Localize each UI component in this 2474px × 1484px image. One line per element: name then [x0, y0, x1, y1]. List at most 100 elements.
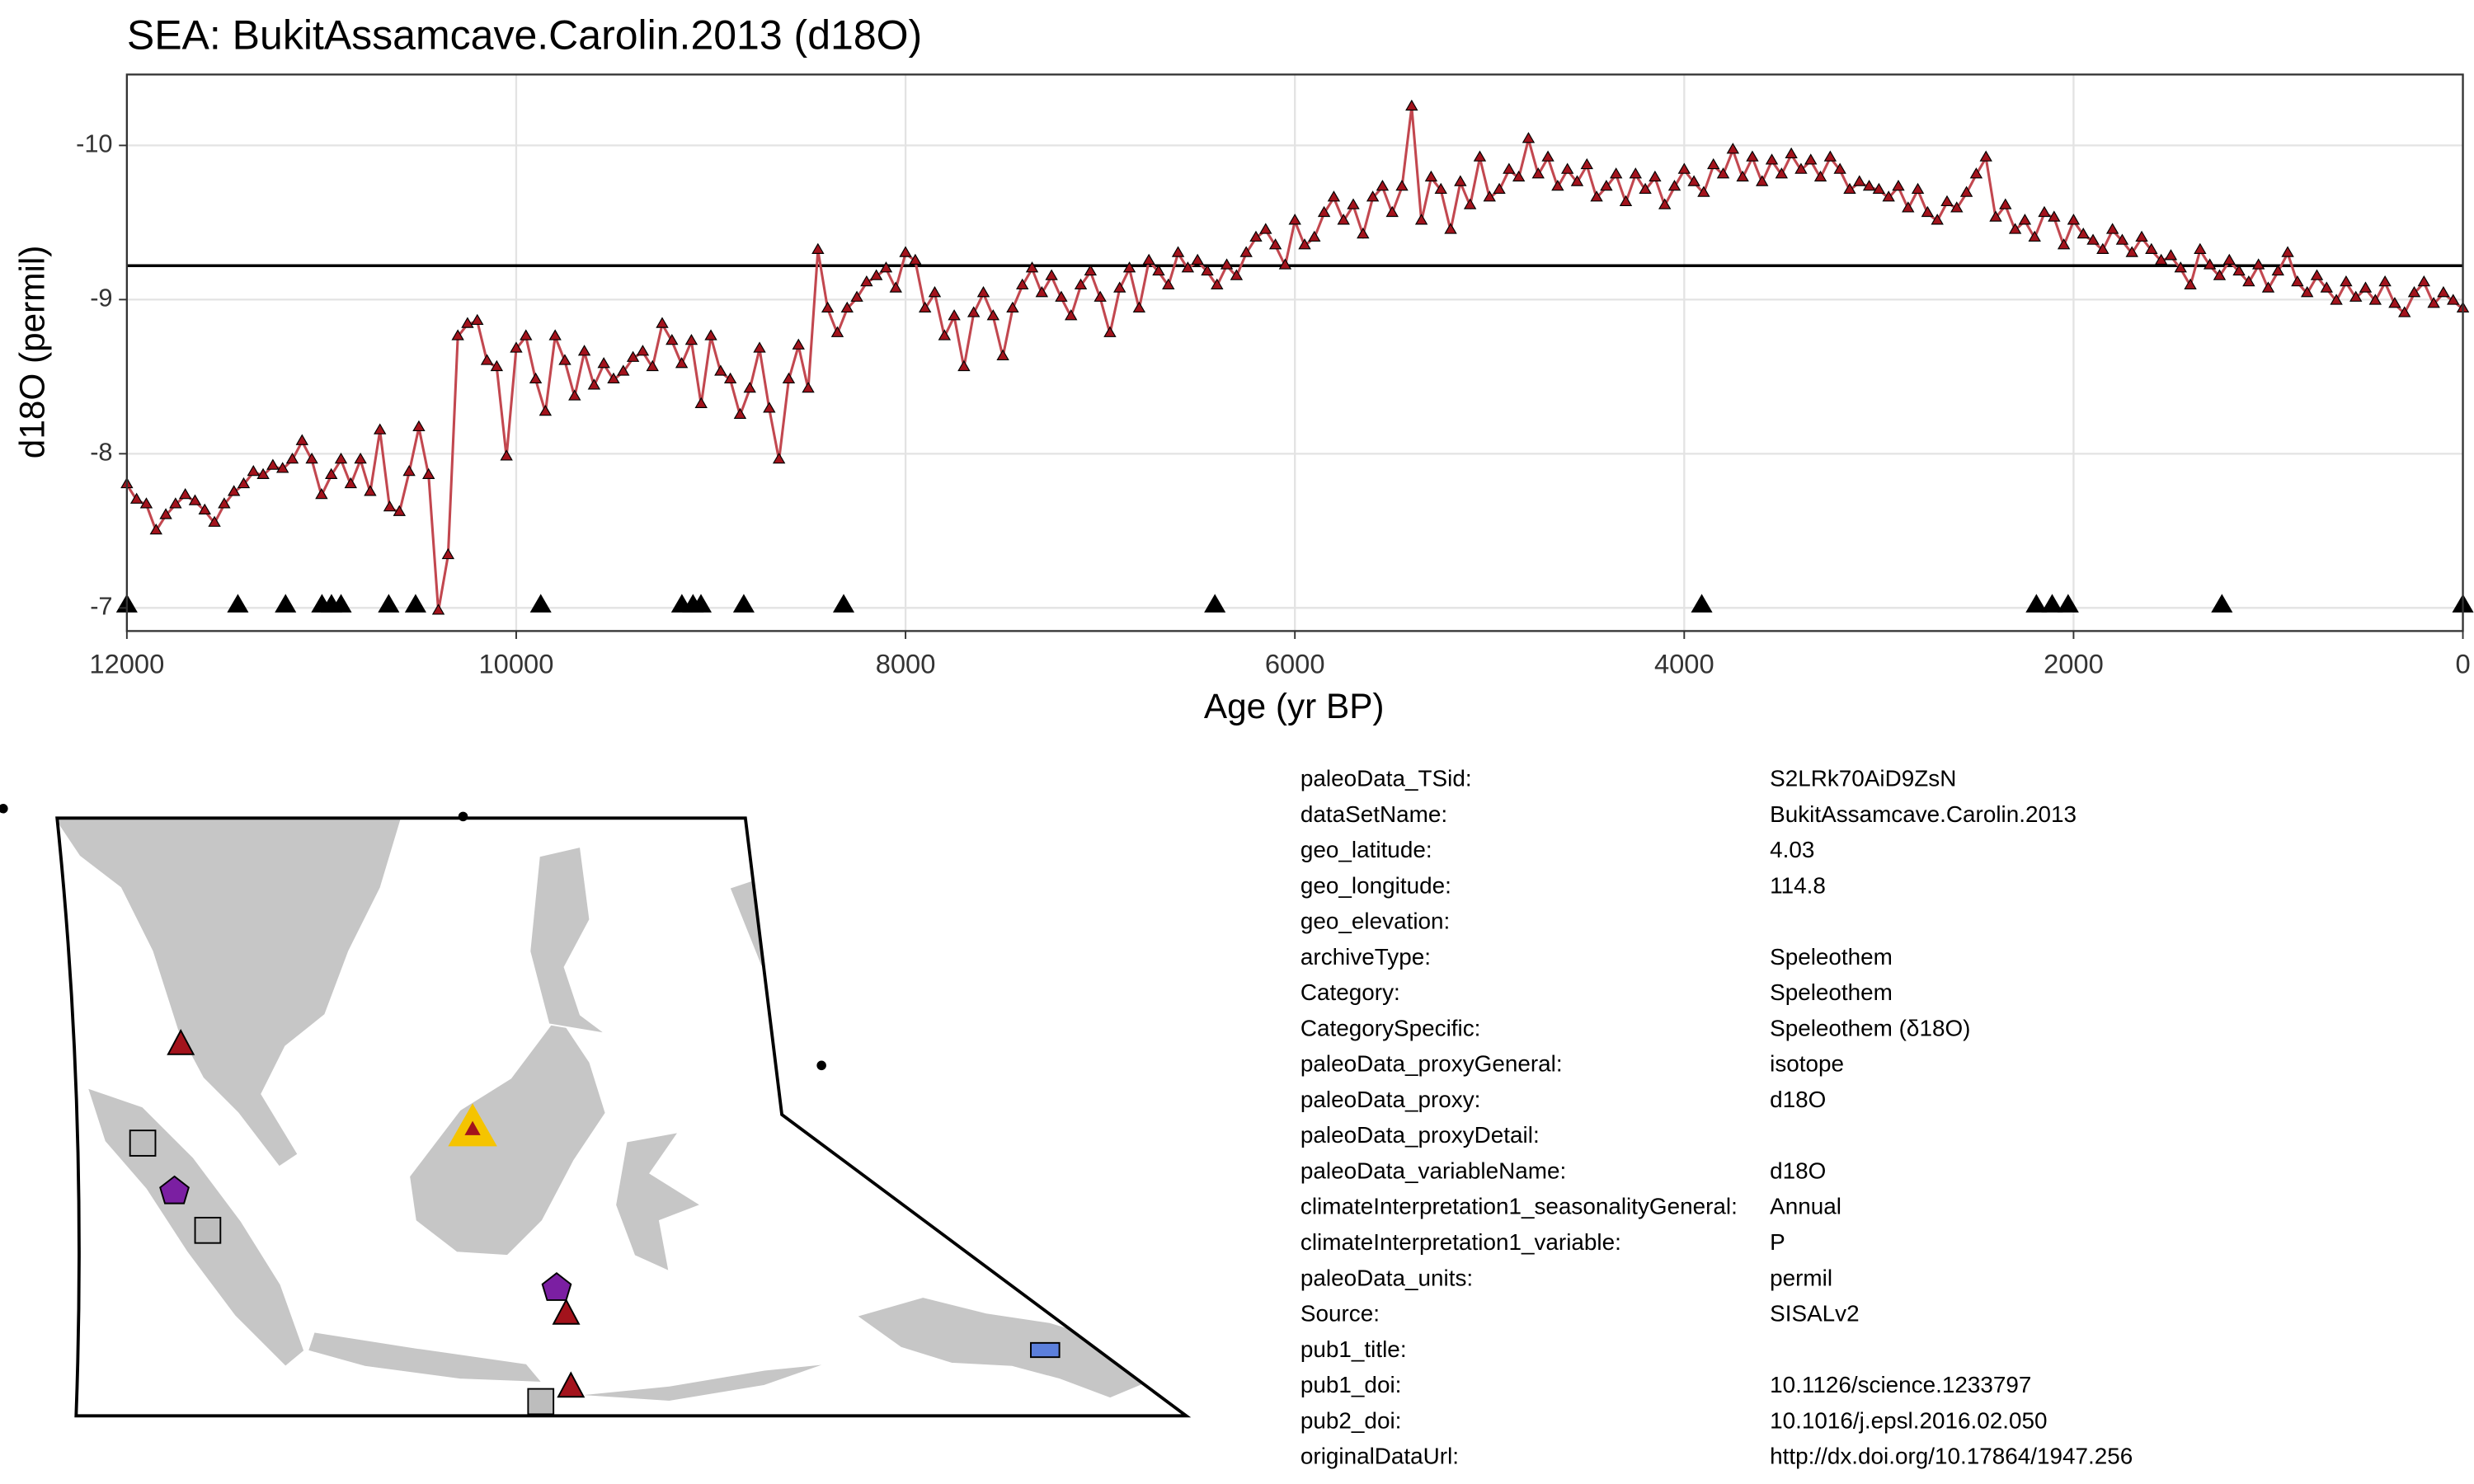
metadata-value: SISALv2	[1770, 1301, 1859, 1327]
data-point	[422, 467, 435, 479]
data-point	[2232, 264, 2246, 276]
data-point	[2388, 297, 2401, 308]
data-point	[1493, 182, 1506, 195]
data-point	[704, 329, 717, 340]
chronology-point	[378, 594, 400, 613]
data-point	[1084, 264, 1098, 276]
x-axis-label: Age (yr BP)	[1204, 687, 1385, 726]
metadata-value: P	[1770, 1229, 1785, 1255]
data-point	[2008, 223, 2022, 234]
data-point	[2300, 286, 2314, 298]
data-point	[364, 485, 377, 496]
data-point	[928, 286, 942, 298]
data-point	[325, 467, 338, 479]
data-point	[1094, 290, 1107, 302]
data-point	[899, 246, 912, 257]
data-point	[1483, 190, 1496, 202]
data-point	[1181, 261, 1195, 273]
data-point	[889, 281, 902, 293]
metadata-value: BukitAssamcave.Carolin.2013	[1770, 801, 2077, 827]
metadata-key: pub1_doi:	[1300, 1372, 1401, 1397]
data-point	[1677, 162, 1691, 174]
data-point	[2145, 242, 2158, 254]
data-point	[2398, 306, 2411, 317]
data-point	[1707, 157, 1720, 170]
data-point	[2261, 281, 2275, 293]
data-point	[1765, 153, 1779, 165]
metadata-key: paleoData_proxyDetail:	[1300, 1122, 1540, 1148]
data-point	[1940, 195, 1954, 207]
data-point	[227, 485, 241, 496]
chronology-point	[404, 594, 426, 613]
data-point	[490, 359, 504, 372]
data-point	[587, 378, 601, 390]
data-point	[1600, 180, 1613, 191]
data-point	[1785, 147, 1798, 159]
data-point	[1434, 182, 1447, 195]
data-point	[2242, 275, 2255, 287]
data-point	[2349, 290, 2363, 302]
data-point	[1230, 269, 1244, 280]
data-point	[714, 364, 727, 376]
data-point	[1122, 261, 1136, 273]
data-point	[247, 464, 260, 477]
data-point	[2417, 275, 2431, 287]
data-point	[656, 317, 669, 328]
data-point	[2203, 258, 2217, 270]
data-point	[178, 487, 192, 500]
data-point	[957, 359, 971, 372]
data-point	[2447, 294, 2460, 305]
data-point	[1317, 205, 1331, 218]
data-point	[802, 381, 815, 393]
data-point	[1288, 214, 1301, 225]
metadata-value: Speleothem	[1770, 944, 1893, 970]
chronology-point	[2211, 594, 2233, 613]
data-point	[1103, 326, 1117, 337]
x-tick-label: 4000	[1654, 648, 1714, 679]
data-point	[938, 329, 951, 340]
metadata-table: paleoData_TSid: S2LRk70AiD9ZsN dataSetName…	[1300, 766, 2133, 1469]
data-point	[1649, 170, 1662, 182]
data-point	[1716, 167, 1730, 179]
data-point	[451, 329, 464, 340]
data-point	[1385, 205, 1399, 218]
data-point	[2174, 261, 2187, 273]
data-point	[412, 420, 426, 431]
data-point	[1278, 258, 1292, 270]
data-point	[2184, 278, 2197, 289]
data-point	[1570, 175, 1584, 186]
data-point	[2067, 214, 2081, 225]
data-point	[2222, 253, 2236, 265]
chronology-point	[732, 594, 755, 613]
data-point	[967, 306, 981, 317]
chart-title: SEA: BukitAssamcave.Carolin.2013 (d18O)	[127, 12, 922, 58]
data-point	[1522, 132, 1536, 143]
metadata-value: 114.8	[1770, 872, 1826, 898]
data-point	[743, 381, 756, 393]
metadata-key: paleoData_proxy:	[1300, 1087, 1481, 1112]
data-point	[1931, 214, 1944, 225]
data-point	[1794, 162, 1808, 174]
data-point	[684, 334, 698, 345]
chronology-point	[529, 594, 552, 613]
data-point	[1892, 180, 1905, 191]
data-point	[1551, 180, 1564, 191]
data-point	[577, 345, 591, 356]
data-point	[2038, 205, 2051, 218]
data-point	[1191, 253, 1204, 265]
map-dot	[0, 804, 8, 814]
data-point	[2154, 253, 2168, 265]
data-point	[500, 449, 513, 461]
data-point	[753, 341, 766, 353]
data-point	[354, 452, 367, 464]
site-marker	[129, 1129, 157, 1157]
metadata-value: isotope	[1770, 1051, 1844, 1077]
data-point	[510, 341, 523, 353]
data-point	[1658, 198, 1672, 209]
data-point	[159, 508, 172, 519]
data-point	[1454, 175, 1467, 186]
data-point	[2281, 246, 2294, 257]
site-marker	[167, 1028, 195, 1055]
